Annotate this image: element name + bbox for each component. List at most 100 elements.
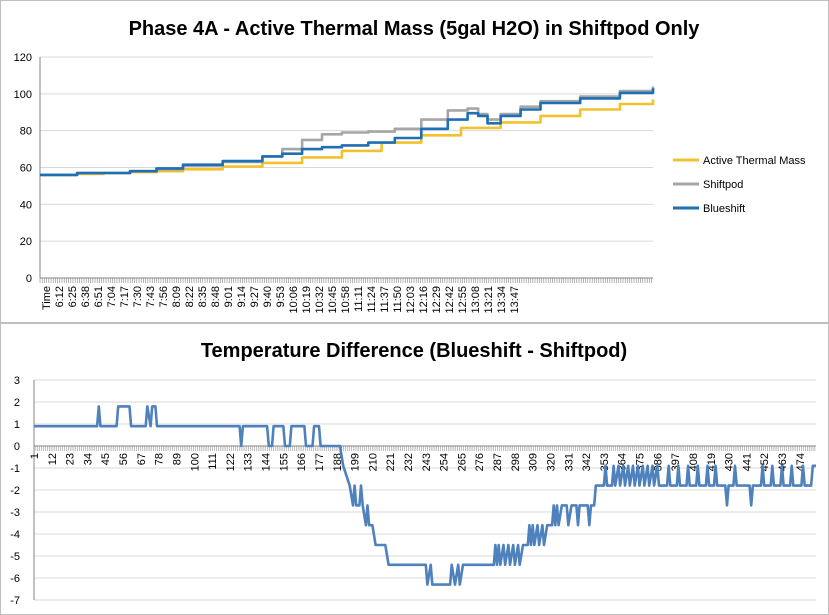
x-tick-label: 10:19 [301, 286, 313, 314]
y-tick-label: 120 [14, 52, 32, 64]
temperature-chart: Phase 4A - Active Thermal Mass (5gal H2O… [14, 18, 806, 314]
x-tick-label: 441 [741, 453, 753, 471]
x-tick-label: 13:34 [496, 286, 508, 314]
x-tick-label: 122 [225, 453, 237, 471]
y-tick-label: -6 [10, 573, 20, 585]
x-tick-label: 10:06 [288, 286, 300, 314]
x-tick-label: 397 [670, 453, 682, 471]
x-tick-label: 6:25 [67, 286, 79, 307]
x-tick-label: 452 [759, 453, 771, 471]
x-tick-label: 11:50 [392, 286, 404, 313]
x-tick-label: 7:56 [158, 286, 170, 307]
chart-title: Phase 4A - Active Thermal Mass (5gal H2O… [129, 18, 701, 40]
x-tick-label: 9:01 [223, 286, 235, 307]
x-tick-label: 155 [278, 453, 290, 471]
legend-label: Active Thermal Mass [703, 155, 806, 167]
x-tick-label: 342 [581, 453, 593, 471]
x-tick-label: 243 [421, 453, 433, 471]
x-tick-label: 78 [154, 453, 166, 465]
x-tick-label: 11:24 [366, 286, 378, 313]
legend-label: Shiftpod [703, 179, 743, 191]
y-tick-label: 100 [14, 89, 32, 101]
x-tick-label: 10:58 [340, 286, 352, 314]
x-tick-label: 232 [403, 453, 415, 471]
x-tick-label: 111 [207, 453, 219, 470]
y-tick-label: 80 [20, 126, 32, 138]
y-tick-label: 0 [26, 273, 32, 285]
x-tick-label: 89 [171, 453, 183, 465]
x-tick-label: 7:17 [119, 286, 131, 307]
series-line-active-thermal-mass [40, 99, 655, 177]
x-tick-label: 166 [296, 453, 308, 471]
x-tick-label: 6:38 [80, 286, 92, 307]
x-tick-label: 34 [82, 453, 94, 465]
x-tick-label: 9:14 [236, 286, 248, 307]
y-tick-label: 1 [14, 419, 20, 431]
x-tick-label: 13:21 [483, 286, 495, 314]
y-tick-label: 2 [14, 397, 20, 409]
x-tick-label: 100 [189, 453, 201, 471]
chart-title: Temperature Difference (Blueshift - Shif… [201, 340, 627, 362]
x-tick-label: 12:16 [418, 286, 430, 314]
x-tick-label: 12:42 [444, 286, 456, 314]
x-tick-label: 67 [136, 453, 148, 465]
series-line-blueshift [40, 88, 655, 177]
y-tick-label: -7 [10, 595, 20, 607]
x-tick-label: 11:11 [353, 286, 365, 312]
x-tick-label: 7:43 [145, 286, 157, 307]
x-tick-label: 8:35 [197, 286, 209, 307]
x-tick-label: 265 [456, 453, 468, 471]
x-tick-label: 309 [528, 453, 540, 471]
x-tick-label: 276 [474, 453, 486, 471]
x-tick-label: 45 [100, 453, 112, 465]
x-tick-label: 463 [777, 453, 789, 471]
x-tick-label: 133 [243, 453, 255, 471]
x-tick-label: 8:22 [184, 286, 196, 307]
legend-label: Blueshift [703, 203, 745, 215]
x-tick-label: 6:51 [93, 286, 105, 307]
x-tick-label: 10:32 [314, 286, 326, 314]
x-tick-label: 12 [47, 453, 59, 465]
x-tick-label: 8:09 [171, 286, 183, 307]
x-tick-label: 13:47 [509, 286, 521, 314]
x-tick-label: 7:30 [132, 286, 144, 307]
y-tick-label: 60 [20, 163, 32, 175]
x-tick-label: 9:40 [262, 286, 274, 307]
chart-panel-2: Temperature Difference (Blueshift - Shif… [0, 323, 829, 615]
x-tick-label: 8:48 [210, 286, 222, 307]
x-tick-label: 12:29 [431, 286, 443, 314]
x-tick-label: 221 [385, 453, 397, 471]
x-tick-label: 331 [563, 453, 575, 471]
y-tick-label: -3 [10, 507, 20, 519]
y-tick-label: 3 [14, 375, 20, 387]
x-tick-label: 386 [652, 453, 664, 471]
y-tick-label: 40 [20, 199, 32, 211]
y-tick-label: -1 [10, 463, 20, 475]
x-tick-label: 353 [599, 453, 611, 471]
x-tick-label: 12:55 [457, 286, 469, 314]
x-tick-label: 10:45 [327, 286, 339, 314]
x-tick-label: 254 [439, 453, 451, 471]
x-tick-label: 7:04 [106, 286, 118, 307]
x-tick-label: 474 [795, 453, 807, 471]
difference-chart: Temperature Difference (Blueshift - Shif… [10, 340, 816, 607]
y-tick-label: -2 [10, 485, 20, 497]
x-tick-label: 9:27 [249, 286, 261, 307]
x-tick-label: 1 [29, 453, 41, 459]
x-tick-label: Time [41, 286, 53, 310]
x-tick-label: 23 [65, 453, 77, 465]
x-tick-label: 13:08 [470, 286, 482, 314]
x-tick-label: 9:53 [275, 286, 287, 307]
x-tick-label: 210 [367, 453, 379, 471]
x-tick-label: 12:03 [405, 286, 417, 314]
x-tick-label: 6:12 [54, 286, 66, 307]
y-tick-label: -4 [10, 529, 20, 541]
series-line-difference [34, 405, 816, 586]
chart-panel-1: Phase 4A - Active Thermal Mass (5gal H2O… [0, 0, 829, 323]
y-tick-label: -5 [10, 551, 20, 563]
y-tick-label: 0 [14, 441, 20, 453]
x-tick-label: 430 [724, 453, 736, 471]
x-tick-label: 287 [492, 453, 504, 471]
x-tick-label: 199 [350, 453, 362, 471]
x-tick-label: 320 [545, 453, 557, 471]
